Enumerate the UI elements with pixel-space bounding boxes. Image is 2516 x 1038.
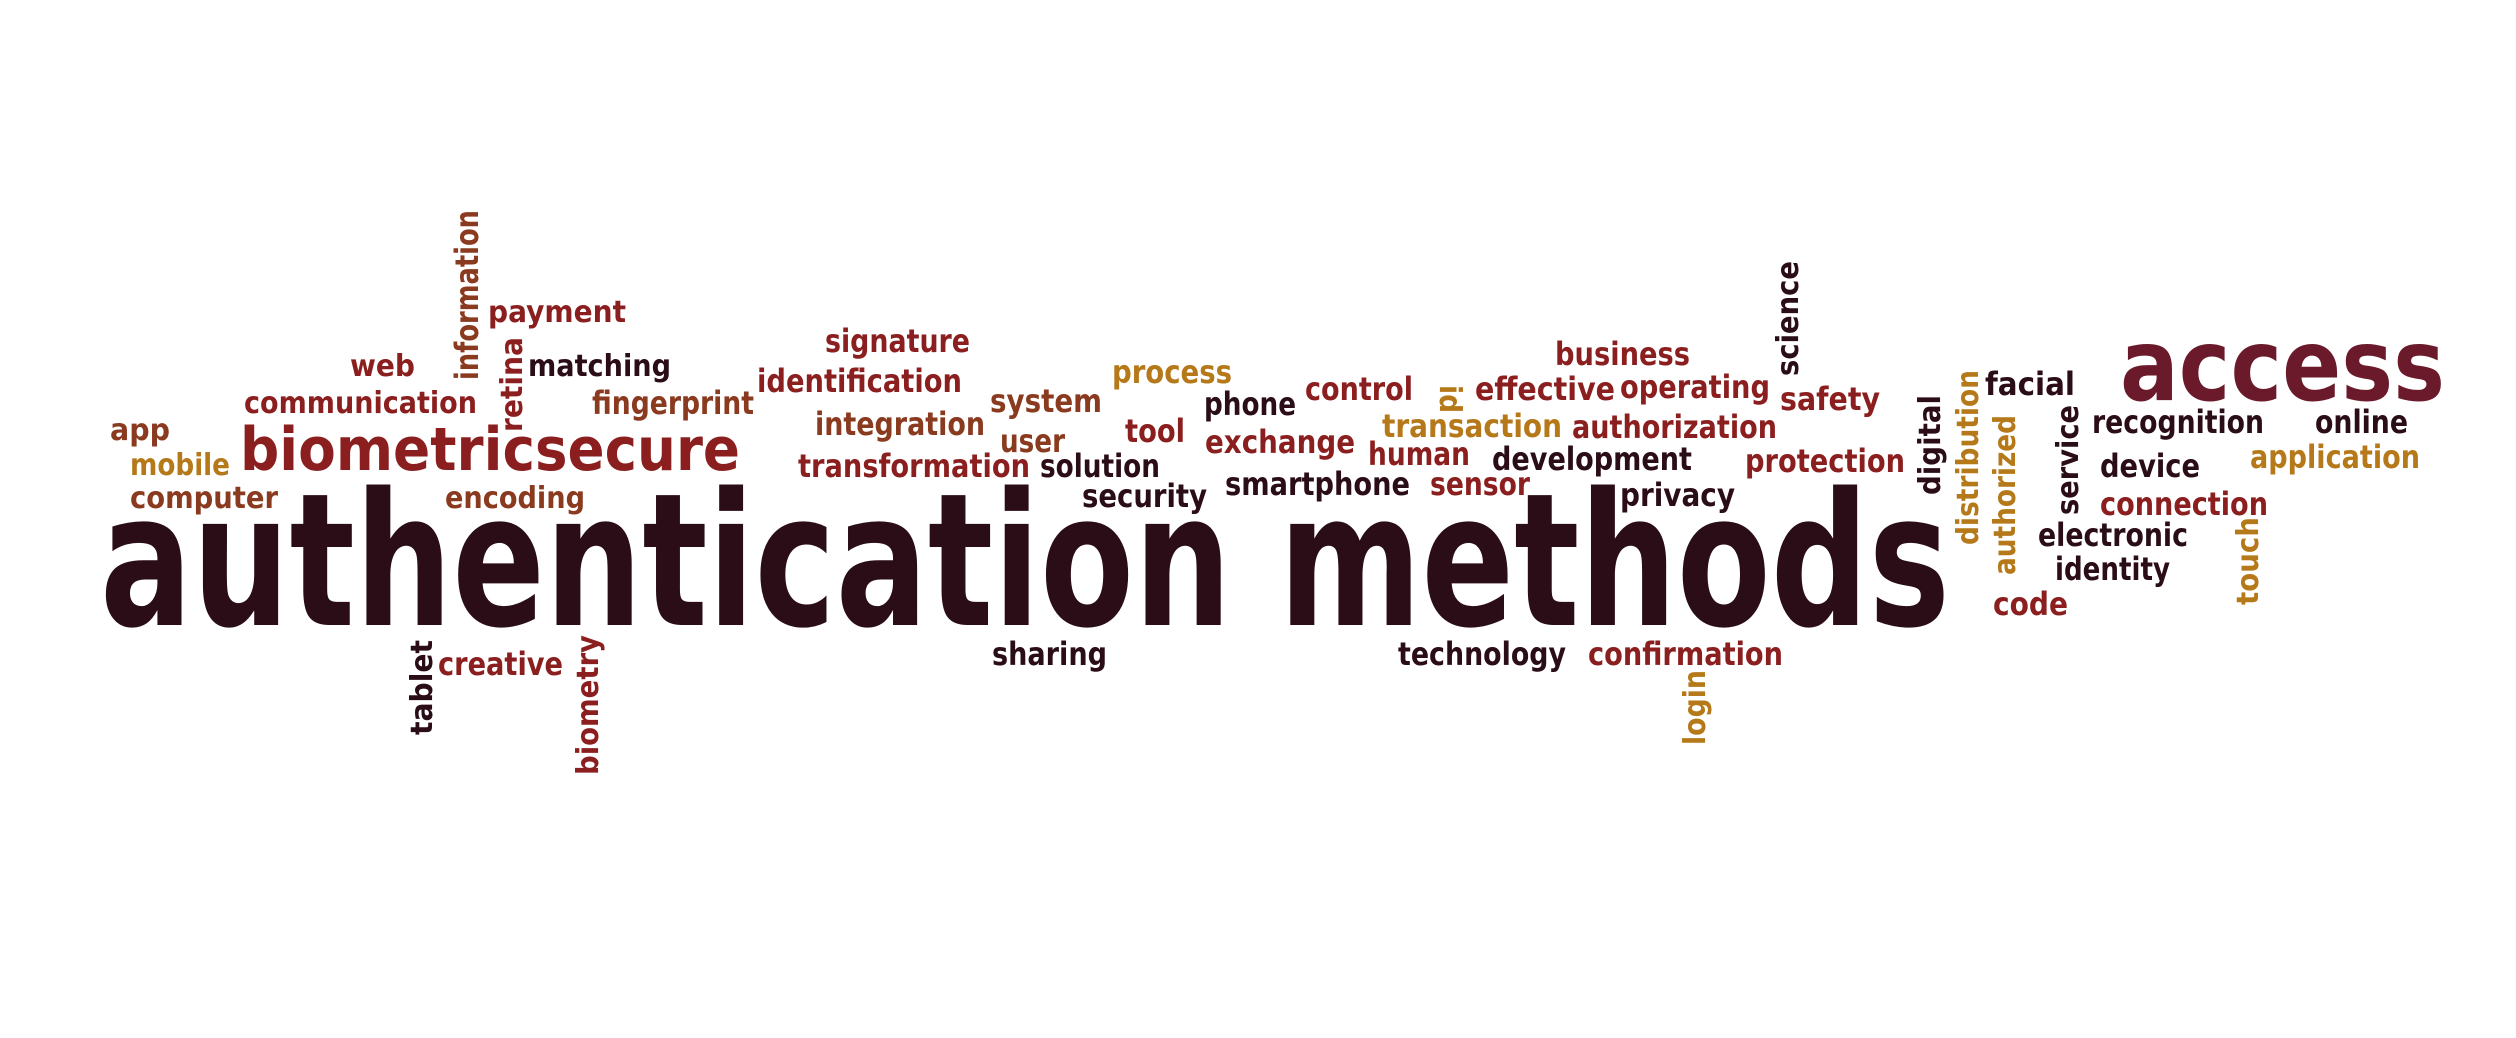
word-sharing: sharing	[992, 635, 1107, 673]
word-tablet: tablet	[405, 640, 440, 735]
word-login: login	[1678, 670, 1713, 745]
word-user: user	[1000, 422, 1065, 460]
word-creative: creative	[438, 645, 563, 683]
word-integration: integration	[815, 405, 985, 443]
word-web: web	[350, 349, 415, 384]
word-identification: identification	[757, 362, 962, 400]
word-biometry: biometry	[571, 635, 606, 775]
word-app: app	[110, 413, 170, 448]
word-technology: technology	[1398, 635, 1566, 673]
word-privacy: privacy	[1620, 476, 1735, 514]
word-application: application	[2250, 438, 2420, 476]
word-communication: communication	[244, 386, 477, 421]
word-mobile: mobile	[130, 448, 230, 483]
word-protection: protection	[1745, 442, 1905, 480]
word-identity: identity	[2055, 550, 2170, 588]
word-secure: secure	[535, 415, 740, 485]
word-device: device	[2100, 447, 2200, 485]
word-exchange: exchange	[1205, 423, 1355, 461]
word-electronic: electronic	[2038, 516, 2188, 554]
word-id: id	[1432, 385, 1467, 413]
word-security: security	[1082, 477, 1207, 515]
word-effective: effective	[1475, 370, 1615, 408]
word-process: process	[1112, 353, 1232, 391]
word-science: science	[1771, 261, 1806, 376]
word-computer: computer	[130, 481, 278, 516]
word-safety: safety	[1780, 380, 1880, 418]
word-authorized: authorized	[1988, 415, 2023, 575]
word-transformation: transformation	[798, 447, 1030, 485]
word-information: information	[448, 210, 486, 380]
word-confirmation: confirmation	[1588, 635, 1783, 673]
word-access: access	[2120, 307, 2445, 424]
word-touch: touch	[2231, 517, 2266, 605]
word-signature: signature	[825, 322, 970, 360]
word-biometric: biometric	[240, 415, 535, 485]
word-payment: payment	[488, 295, 626, 330]
word-recognition: recognition	[2092, 403, 2264, 441]
word-distribution: distribution	[1951, 370, 1986, 545]
word-facial: facial	[1985, 365, 2075, 403]
word-human: human	[1368, 435, 1470, 473]
word-tool: tool	[1125, 412, 1185, 450]
word-authentication-methods: authentication methods	[100, 453, 1950, 669]
word-service: service	[2051, 405, 2086, 515]
word-control: control	[1305, 370, 1413, 408]
word-smartphone: smartphone	[1225, 465, 1410, 503]
word-digital: digital	[1913, 395, 1948, 495]
word-matching: matching	[528, 349, 671, 384]
word-transaction: transaction	[1382, 407, 1562, 445]
word-solution: solution	[1040, 447, 1160, 485]
word-retina: retina	[495, 337, 530, 432]
word-fingerprint: fingerprint	[592, 384, 754, 422]
word-encoding: encoding	[445, 481, 585, 516]
word-sensor: sensor	[1430, 465, 1530, 503]
word-system: system	[990, 382, 1102, 420]
word-development: development	[1492, 440, 1692, 478]
word-phone: phone	[1204, 385, 1296, 423]
word-connection: connection	[2100, 485, 2268, 523]
word-online: online	[2315, 403, 2408, 441]
word-code: code	[1993, 585, 2068, 623]
word-operating: operating	[1620, 368, 1770, 406]
word-authorization: authorization	[1572, 408, 1777, 446]
word-business: business	[1555, 335, 1690, 373]
